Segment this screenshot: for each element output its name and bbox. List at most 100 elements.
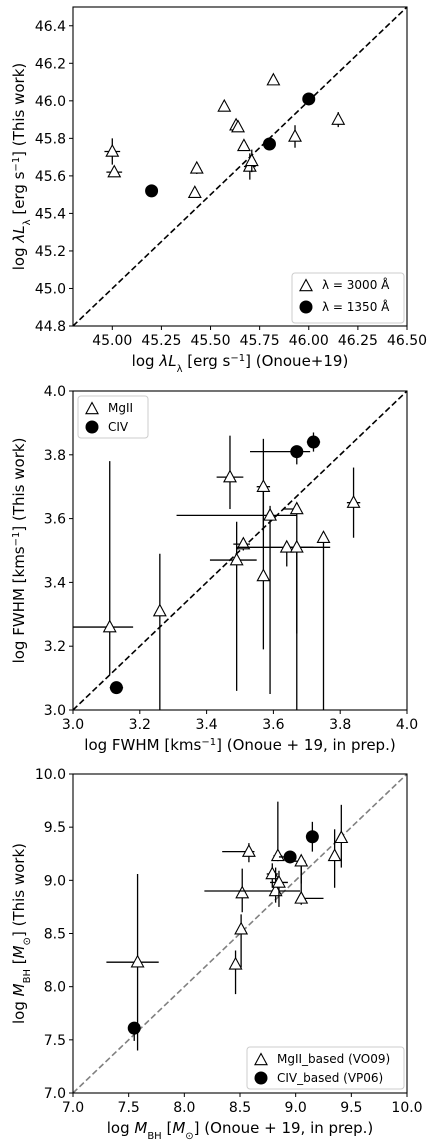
data-point-circle [290,445,304,459]
x-tick-label: 3.4 [195,717,217,733]
series-circle [127,821,319,1041]
data-point-triangle [229,552,244,566]
y-tick-label: 46.2 [35,56,66,72]
data-point-triangle [236,536,251,550]
x-axis-label: log MBH [M⊙] (Onoue + 19, in prep.) [107,1119,374,1142]
data-point-triangle [102,619,117,633]
x-tick-label: 8.5 [229,1100,251,1116]
data-point-triangle [105,143,120,157]
data-point-triangle [288,128,302,142]
data-point-triangle [234,921,249,935]
series-circle [145,92,316,198]
y-tick-label: 3.6 [44,512,66,528]
x-tick-label: 46.00 [289,333,329,349]
data-point-triangle [244,153,259,167]
series-triangle [106,801,349,1051]
data-point-triangle [217,98,232,112]
data-point-triangle [289,539,304,553]
data-point-triangle [107,164,122,178]
y-tick-label: 3.8 [44,448,66,464]
y-axis-label: log FWHM [kms−1] (This work) [10,438,28,664]
axes-frame [72,390,408,711]
y-axis-label: log MBH [M⊙] (This work) [10,843,33,1024]
data-point-circle [109,681,123,695]
legend-label: CIV [108,420,129,434]
legend: MgII_based (VO09) CIV_based (VP06) [246,1046,405,1090]
data-point-triangle [271,874,286,888]
x-axis-label: log λLλ [erg s−1] (Onoue+19) [132,352,349,375]
data-point-circle [305,830,319,844]
x-tick-label: 9.5 [340,1100,362,1116]
x-tick-label: 45.75 [240,333,280,349]
data-point-triangle [235,885,250,899]
data-point-triangle [256,479,271,492]
data-point-triangle [334,830,349,844]
data-point-circle [145,184,159,198]
x-tick-label: 7.5 [118,1100,140,1116]
x-tick-label: 10.0 [391,1100,422,1116]
y-tick-label: 7.5 [44,1033,66,1049]
data-point-triangle [228,956,243,970]
axes-frame [72,6,408,327]
data-point-triangle [346,495,361,508]
data-point-triangle [327,848,342,862]
legend-marker-circle [85,420,99,434]
one-to-one-line [73,391,407,710]
data-point-triangle [289,501,304,515]
one-to-one-line [73,7,407,326]
data-point-triangle [231,119,246,133]
x-tick-label: 3.0 [62,717,84,733]
x-tick-label: 9.0 [285,1100,307,1116]
panel-2: 3.0 3.2 3.4 3.6 3.8 4.03.03.23.43.63.84.0log … [10,384,418,754]
x-tick-label: 4.0 [396,717,418,733]
legend-marker-triangle [254,1052,268,1066]
y-tick-label: 46.4 [35,19,66,35]
legend-label: MgII_based (VO09) [277,1052,390,1066]
y-tick-label: 45.4 [35,206,66,222]
series-circle [109,432,321,695]
data-point-triangle [236,138,251,152]
legend-label: λ = 1350 Å [322,299,390,314]
data-point-circle [127,1021,141,1035]
y-tick-label: 45.6 [35,169,66,185]
data-point-triangle [316,530,331,543]
data-point-triangle [294,890,309,904]
data-point-triangle [256,568,271,582]
x-axis-label: log FWHM [kms−1] (Onoue + 19, in prep.) [84,736,395,754]
data-point-triangle [130,954,145,968]
y-tick-label: 46.0 [35,94,66,110]
data-point-triangle [263,507,278,521]
data-point-circle [283,850,297,864]
data-point-circle [262,137,276,151]
x-tick-label: 3.8 [329,717,351,733]
legend-label: λ = 3000 Å [322,277,390,292]
y-tick-label: 45.2 [35,244,66,260]
legend: λ = 3000 Å λ = 1350 Å [291,272,405,324]
data-point-triangle [279,539,294,553]
data-point-triangle [152,603,167,617]
x-tick-label: 45.50 [190,333,230,349]
y-tick-label: 3.4 [44,575,66,591]
y-tick-label: 8.5 [44,927,66,943]
x-tick-label: 46.25 [338,333,378,349]
y-tick-label: 44.8 [35,319,66,335]
y-tick-label: 45.8 [35,131,66,147]
data-point-circle [306,435,320,449]
legend-marker-triangle [299,278,313,292]
y-tick-label: 8.0 [44,980,66,996]
data-point-triangle [266,72,281,86]
data-point-triangle [265,866,280,880]
data-point-triangle [189,160,204,174]
series-triangle [104,72,346,199]
data-point-triangle [241,843,256,857]
legend-marker-circle [254,1071,268,1085]
y-tick-label: 7.0 [44,1086,66,1102]
x-tick-label: 45.00 [92,333,132,349]
x-tick-label: 46.50 [387,333,427,349]
y-tick-label: 3.2 [44,639,66,655]
legend-marker-circle [299,300,313,314]
y-tick-label: 4.0 [44,384,66,400]
y-tick-label: 3.0 [44,703,66,719]
x-tick-label: 3.2 [129,717,151,733]
